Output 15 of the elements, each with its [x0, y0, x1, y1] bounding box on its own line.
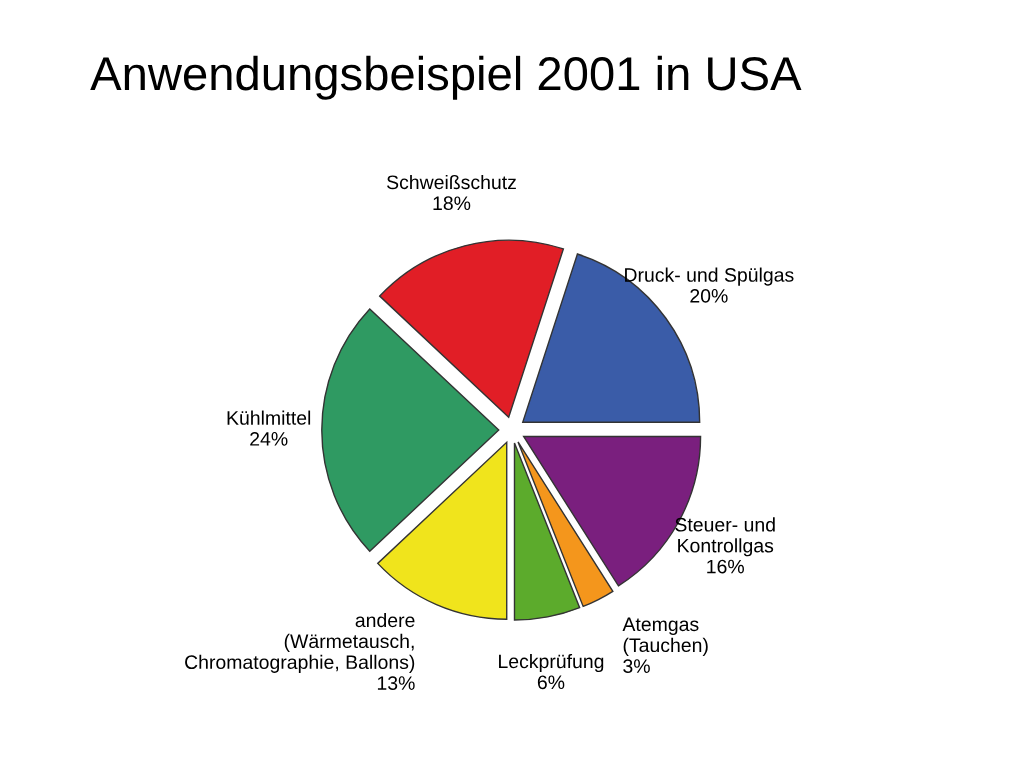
slice-label: andere (Wärmetausch, Chromatographie, Ballons) [185, 612, 415, 673]
chart-title: Anwendungsbeispiel 2001 in USA [90, 55, 802, 100]
slice-label: Steuer- und Kontrollgas [675, 517, 775, 557]
data-label: 20% [690, 288, 728, 303]
slice-label: Schweißschutz [387, 174, 516, 190]
slice-label: Atemgas (Tauchen) [622, 617, 708, 656]
slice-label: Druck- und Spülgas [625, 267, 794, 286]
slice-label: Kühlmittel [227, 410, 311, 425]
data-label: 6% [537, 675, 565, 690]
data-label: 16% [707, 559, 744, 574]
data-label: 18% [433, 196, 471, 211]
data-label: 3% [623, 659, 650, 674]
data-label: 24% [250, 432, 288, 446]
data-label: 13% [377, 676, 415, 691]
slice-label: Leckprüfung [499, 653, 604, 673]
